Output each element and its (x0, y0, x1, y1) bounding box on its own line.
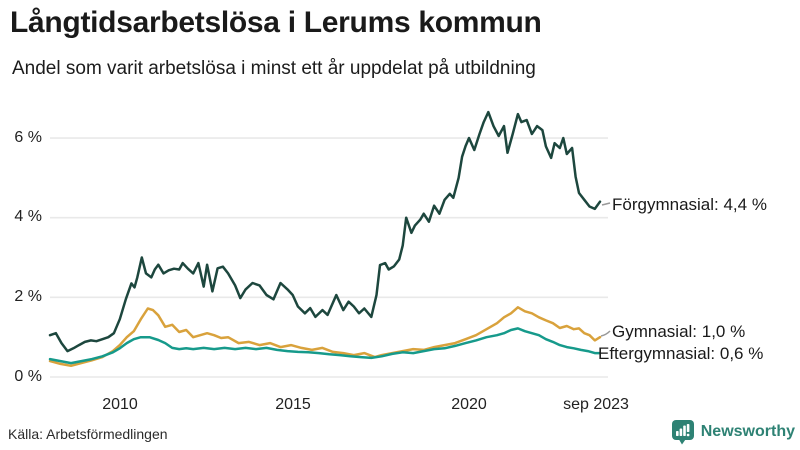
series-line-förgymnasial (48, 110, 602, 353)
x-axis-tick-2020: 2020 (451, 396, 487, 413)
label-connectors (600, 202, 611, 337)
y-axis-tick-4: 4 % (14, 208, 42, 225)
series-end-label-eftergymnasial: Eftergymnasial: 0,6 % (598, 344, 764, 363)
series-end-label-forgymnasial: Förgymnasial: 4,4 % (612, 195, 767, 214)
y-axis-tick-2: 2 % (14, 288, 42, 305)
x-axis-tick-sep-2023: sep 2023 (563, 396, 629, 413)
newsworthy-logo-text: Newsworthy (700, 423, 795, 440)
page-subtitle: Andel som varit arbetslösa i minst ett å… (12, 58, 536, 79)
series-lines (48, 110, 602, 368)
gridlines (50, 137, 608, 378)
series-line-eftergymnasial (48, 327, 602, 365)
connector-gymnasial (600, 330, 611, 337)
page-title: Långtidsarbetslösa i Lerums kommun (10, 6, 542, 39)
series-line-gymnasial (48, 306, 602, 368)
series-end-label-gymnasial: Gymnasial: 1,0 % (612, 322, 746, 341)
y-axis-tick-0: 0 % (14, 368, 42, 385)
x-axis-tick-2015: 2015 (275, 396, 311, 413)
connector-forgymnasial (601, 202, 611, 206)
newsworthy-logo-icon (671, 419, 695, 445)
y-axis-tick-6: 6 % (14, 129, 42, 146)
newsworthy-logo[interactable]: Newsworthy (671, 419, 795, 445)
x-axis-tick-2010: 2010 (102, 396, 138, 413)
source-text: Källa: Arbetsförmedlingen (8, 426, 168, 442)
